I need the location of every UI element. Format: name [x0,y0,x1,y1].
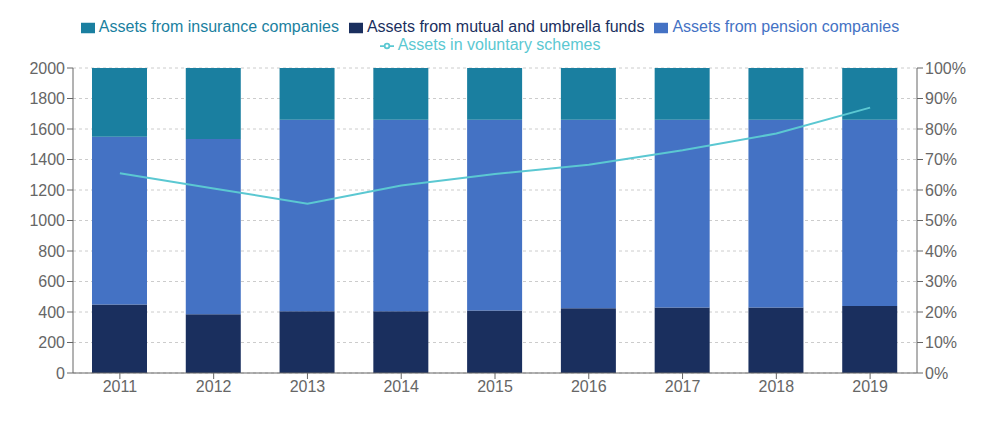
svg-text:0%: 0% [925,365,948,382]
svg-text:2019: 2019 [852,378,888,395]
svg-text:100%: 100% [925,60,966,77]
svg-text:2000: 2000 [29,60,65,77]
svg-text:70%: 70% [925,151,957,168]
svg-text:2012: 2012 [196,378,232,395]
svg-text:50%: 50% [925,212,957,229]
html-text:Assets in voluntary schemes: Assets in voluntary schemes [397,36,601,53]
svg-text:1600: 1600 [29,121,65,138]
svg-text:10%: 10% [925,334,957,351]
svg-text:400: 400 [38,304,65,321]
svg-text:40%: 40% [925,243,957,260]
svg-text:600: 600 [38,273,65,290]
svg-text:200: 200 [38,334,65,351]
svg-text:0: 0 [56,365,65,382]
svg-text:2015: 2015 [477,378,513,395]
svg-text:1800: 1800 [29,90,65,107]
svg-text:2011: 2011 [103,378,138,395]
svg-text:1000: 1000 [29,212,65,229]
svg-text:2018: 2018 [759,378,795,395]
html-text:Assets from mutual and umbrell: Assets from mutual and umbrella funds [366,18,645,35]
svg-text:90%: 90% [925,90,957,107]
svg-text:2016: 2016 [571,378,607,395]
html-text:Assets from insurance companie: Assets from insurance companies [98,18,339,35]
svg-text:30%: 30% [925,273,957,290]
svg-text:2014: 2014 [383,378,419,395]
svg-text:2017: 2017 [665,378,701,395]
svg-text:1200: 1200 [29,182,65,199]
svg-text:1400: 1400 [29,151,65,168]
svg-text:800: 800 [38,243,65,260]
svg-text:60%: 60% [925,182,957,199]
svg-text:80%: 80% [925,121,957,138]
svg-text:20%: 20% [925,304,957,321]
html-text:Assets from pension companies: Assets from pension companies [672,18,900,35]
svg-text:2013: 2013 [290,378,326,395]
